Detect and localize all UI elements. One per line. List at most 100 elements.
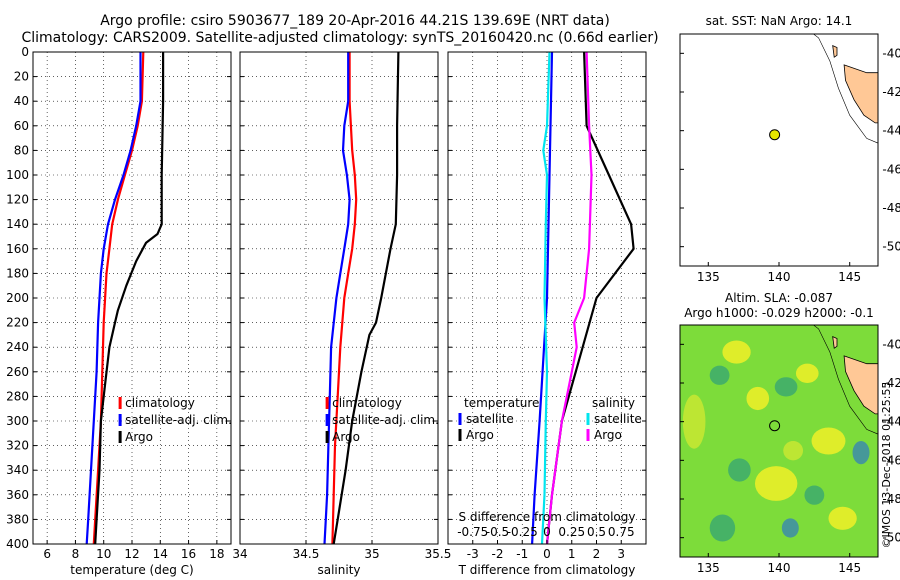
- y-tick-label: 0: [21, 45, 29, 59]
- top-tick-label: 0.75: [608, 525, 635, 539]
- tasmania-land: [843, 64, 878, 124]
- y-tick-label: 120: [6, 193, 29, 207]
- y-tick-label: 140: [6, 217, 29, 231]
- map-y-tick-label: -44: [882, 415, 900, 429]
- y-tick-label: 80: [14, 143, 29, 157]
- legend-entry: Argo: [125, 430, 153, 444]
- y-tick-label: 360: [6, 488, 29, 502]
- map-x-tick-label: 135: [697, 561, 720, 575]
- x-axis-label: temperature (deg C): [70, 563, 193, 577]
- map-y-tick-label: -48: [882, 492, 900, 506]
- top-tick-label: 0: [543, 525, 551, 539]
- series-line-climatology: [331, 52, 358, 545]
- top-tick-label: -0.75: [457, 525, 488, 539]
- x-tick-label: 8: [72, 547, 80, 561]
- argo-position-marker: [769, 420, 781, 432]
- x-tick-label: 35.5: [425, 547, 452, 561]
- series-line-t-satellite: [531, 51, 554, 545]
- temperature-panel: 0 20 40 60 80 100 120 140 160 180 200 220 240 260 280 3…: [6, 45, 232, 577]
- series-line-argo: [332, 51, 400, 545]
- y-tick-label: 180: [6, 266, 29, 280]
- y-tick-label: 280: [6, 389, 29, 403]
- sla-map: -40 -42 -44 -46 -48 -50 135 140 145 Altim. SLA: -…: [679, 291, 900, 575]
- sla-anomaly-blob: [722, 340, 751, 364]
- top-tick-label: -0.25: [507, 525, 538, 539]
- sla-map-title-line-2: Argo h1000: -0.029 h2000: -0.1: [684, 306, 874, 320]
- legend-entry: satellite-adj. clim.: [125, 413, 232, 427]
- series-line-s-satellite: [540, 51, 551, 545]
- sla-anomaly-blob: [828, 506, 857, 530]
- x-tick-label: 3: [617, 547, 625, 561]
- y-tick-label: 200: [6, 291, 29, 305]
- y-tick-label: 400: [6, 537, 29, 551]
- legend-entry: satellite: [466, 412, 514, 426]
- sla-anomaly-blob: [754, 466, 798, 501]
- sla-map-title-line-1: Altim. SLA: -0.087: [725, 291, 833, 305]
- map-y-tick-label: -44: [882, 124, 900, 138]
- x-tick-label: -3: [467, 547, 479, 561]
- island-land: [832, 335, 838, 349]
- x-tick-label: 6: [43, 547, 51, 561]
- title-line-2: Climatology: CARS2009. Satellite-adjuste…: [21, 30, 658, 46]
- y-tick-label: 240: [6, 340, 29, 354]
- map-y-tick-label: -40: [882, 337, 900, 351]
- series-line-satellite-adj-clim-: [85, 52, 142, 545]
- sla-anomaly-blob: [728, 458, 751, 482]
- legend-entry: satellite-adj. clim.: [332, 413, 439, 427]
- legend-entry: Argo: [466, 428, 494, 442]
- top-tick-label: 0.5: [587, 525, 606, 539]
- y-tick-label: 40: [14, 94, 29, 108]
- sst-map-title: sat. SST: NaN Argo: 14.1: [706, 14, 853, 28]
- map-x-tick-label: 145: [838, 561, 861, 575]
- x-tick-label: 14: [153, 547, 168, 561]
- map-y-tick-label: -42: [882, 85, 900, 99]
- sla-anomaly-blob: [746, 386, 770, 411]
- map-y-tick-label: -50: [882, 531, 900, 545]
- map-x-tick-label: 135: [697, 270, 720, 284]
- title-line-1: Argo profile: csiro 5903677_189 20-Apr-2…: [100, 13, 610, 29]
- legend-entry: climatology: [332, 396, 402, 410]
- sla-anomaly-blob: [774, 377, 798, 397]
- y-tick-label: 320: [6, 439, 29, 453]
- y-tick-label: 340: [6, 463, 29, 477]
- map-y-tick-label: -50: [882, 240, 900, 254]
- y-tick-label: 60: [14, 119, 29, 133]
- map-y-tick-label: -46: [882, 162, 900, 176]
- tasmania-land: [843, 355, 878, 415]
- legend-title-salinity: salinity: [592, 396, 635, 410]
- x-tick-label: 1: [568, 547, 576, 561]
- map-y-tick-label: -42: [882, 376, 900, 390]
- sla-anomaly-blob: [783, 441, 804, 461]
- map-y-tick-label: -46: [882, 453, 900, 467]
- series-line-satellite-adj-clim-: [323, 52, 351, 545]
- x-tick-label: -1: [516, 547, 528, 561]
- sla-anomaly-blob: [682, 394, 706, 449]
- top-tick-label: 0.25: [558, 525, 585, 539]
- sla-anomaly-blob: [804, 485, 825, 505]
- x-tick-label: 12: [124, 547, 139, 561]
- y-tick-label: 260: [6, 365, 29, 379]
- sla-anomaly-blob: [852, 441, 870, 465]
- x-tick-label: 0: [543, 547, 551, 561]
- x-tick-label: 16: [181, 547, 196, 561]
- series-line-argo: [94, 52, 165, 545]
- depth-contour: [812, 34, 878, 144]
- map-x-tick-label: 145: [838, 270, 861, 284]
- y-tick-label: 100: [6, 168, 29, 182]
- x-tick-label: 34: [232, 547, 247, 561]
- y-tick-label: 380: [6, 512, 29, 526]
- depth-contour: [812, 325, 878, 435]
- sst-map: -40 -42 -44 -46 -48 -50 135 140 145 sat. SST: NaN…: [679, 14, 900, 284]
- x-axis-label: salinity: [317, 563, 360, 577]
- y-tick-label: 220: [6, 316, 29, 330]
- sla-anomaly-blob: [709, 365, 730, 385]
- salinity-panel: 34 34.5 35 35.5 salinity climatology satellite…: [232, 51, 452, 577]
- x-tick-label: 10: [96, 547, 111, 561]
- x-tick-label: 2: [593, 547, 601, 561]
- map-x-tick-label: 140: [768, 270, 791, 284]
- legend-entry: climatology: [125, 396, 195, 410]
- legend-title-temperature: temperature: [464, 396, 539, 410]
- difference-panel: -3 -2 -1 0 1 2 3 T difference from climatology t…: [447, 51, 647, 577]
- map-content: [812, 34, 878, 144]
